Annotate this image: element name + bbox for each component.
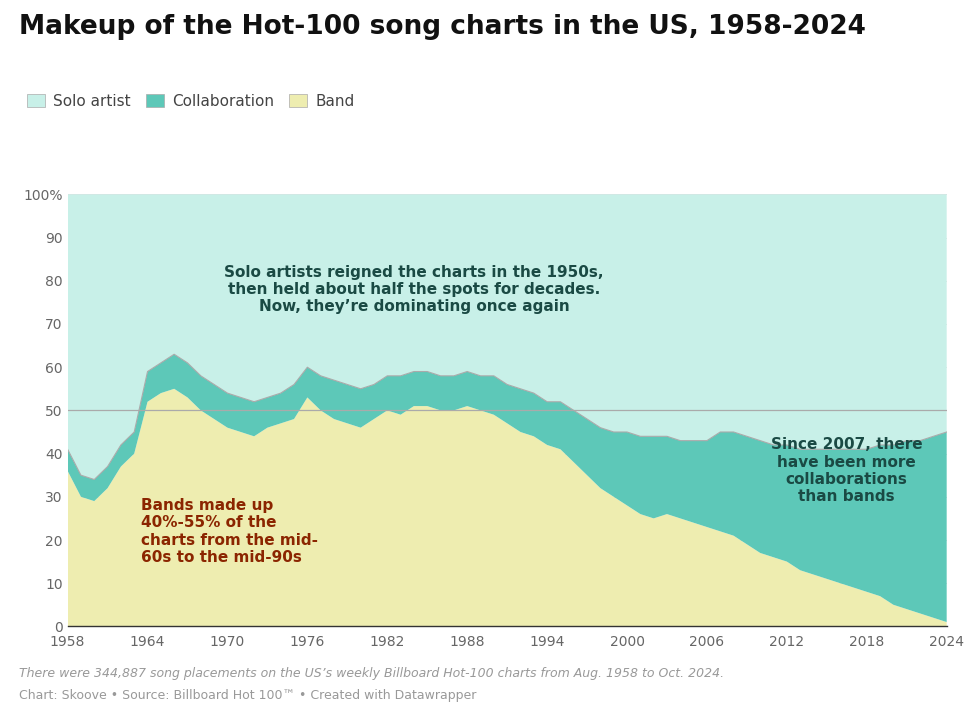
- Text: Chart: Skoove • Source: Billboard Hot 100™ • Created with Datawrapper: Chart: Skoove • Source: Billboard Hot 10…: [19, 689, 476, 702]
- Text: Since 2007, there
have been more
collaborations
than bands: Since 2007, there have been more collabo…: [771, 437, 923, 505]
- Text: There were 344,887 song placements on the US’s weekly Billboard Hot-100 charts f: There were 344,887 song placements on th…: [19, 667, 724, 680]
- Text: Makeup of the Hot-100 song charts in the US, 1958-2024: Makeup of the Hot-100 song charts in the…: [19, 14, 867, 40]
- Legend: Solo artist, Collaboration, Band: Solo artist, Collaboration, Band: [27, 94, 355, 109]
- Text: Bands made up
40%-55% of the
charts from the mid-
60s to the mid-90s: Bands made up 40%-55% of the charts from…: [141, 498, 318, 565]
- Text: Solo artists reigned the charts in the 1950s,
then held about half the spots for: Solo artists reigned the charts in the 1…: [224, 264, 604, 315]
